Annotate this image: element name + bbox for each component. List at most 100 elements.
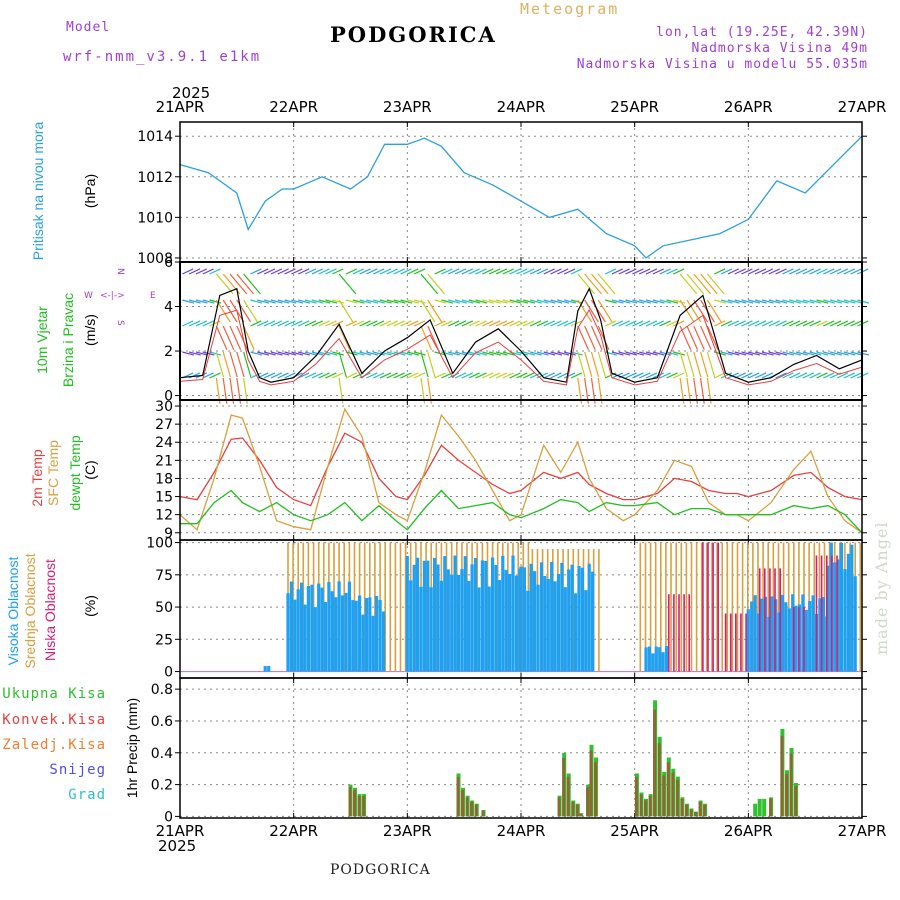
- precip-bar-conv-25: [662, 775, 666, 817]
- cloud-bar-70: [680, 542, 683, 672]
- wind-arrow-15: [202, 268, 214, 275]
- wind-arrow-341: [645, 299, 658, 304]
- wind-arrow-56: [257, 299, 270, 304]
- precip-bar-conv-3: [362, 795, 366, 817]
- wind-arrow-331: [632, 299, 645, 304]
- wind-arrow-248: [516, 351, 529, 356]
- wind-arrow-335: [638, 268, 651, 275]
- wind-arrow-344: [645, 372, 658, 379]
- wind-arrow-236: [502, 299, 515, 304]
- wind-arrow-103: [318, 351, 331, 356]
- cloud-bar-68: [670, 542, 672, 672]
- wind-arrow-255: [529, 268, 542, 275]
- precip-bar-conv-8: [474, 804, 478, 817]
- wind-arrow-125: [352, 268, 364, 275]
- wind-arrow-411: [741, 299, 754, 304]
- cloud-bar-257: [826, 555, 828, 672]
- cloud-bar-252: [793, 607, 795, 672]
- cloud-bar-239: [707, 542, 709, 672]
- wind-arrow-244: [509, 372, 521, 379]
- wind-arrow-170: [413, 268, 426, 275]
- cloud-bar-157: [473, 558, 478, 672]
- wind-arrow-289: [570, 372, 583, 379]
- wind-arrow-442: [782, 320, 794, 327]
- wind-arrow-444: [782, 372, 794, 379]
- precip-bar-conv-26: [666, 762, 670, 817]
- wind-arrow-94: [304, 372, 317, 379]
- wind-arrow-75: [284, 268, 296, 275]
- cloud-bar-195: [651, 653, 655, 672]
- wind-arrow-242: [509, 320, 521, 327]
- wind-arrow-300: [591, 273, 609, 295]
- cloud-bar-198: [661, 652, 665, 672]
- wind-arrow-396: [720, 299, 733, 304]
- wind-arrow-13: [195, 351, 208, 356]
- cloud-bar-33: [456, 542, 458, 672]
- cloud-bar-171: [519, 566, 523, 672]
- cloud-bar-179: [546, 579, 550, 672]
- legend-zaledj: Zaledj.Kisa: [2, 737, 106, 753]
- wind-arrow-404: [727, 372, 739, 379]
- wind-arrow-27: [215, 325, 228, 351]
- wind-arrow-315: [611, 268, 624, 275]
- wind-arrow-394: [713, 372, 726, 379]
- wind-arrow-220: [482, 268, 494, 275]
- wind-arrow-435: [775, 268, 787, 275]
- wind-arrow-421: [754, 299, 767, 304]
- wind-arrow-302: [590, 325, 603, 351]
- wind-arrow-358: [666, 351, 679, 356]
- wind-arrow-269: [543, 372, 555, 379]
- cloud-bar-201: [750, 601, 754, 672]
- cloud-bar-129: [358, 595, 362, 672]
- cloud-bar-115: [310, 584, 314, 672]
- cloud-bar-130: [361, 614, 365, 672]
- wind-arrow-219: [475, 372, 487, 379]
- wind-arrow-228: [489, 351, 501, 356]
- wind-arrow-437: [775, 320, 787, 327]
- precip-bar-conv-20: [639, 794, 643, 817]
- cloud-bar-75: [706, 542, 708, 672]
- cloud-bar-13: [353, 542, 356, 672]
- xtick-label-bottom-6: 27APR: [838, 822, 887, 840]
- precip-bar-conv-22: [648, 795, 652, 817]
- wind-arrow-37: [229, 325, 242, 351]
- wind-arrow-31: [222, 299, 238, 323]
- cloud-bar-125: [344, 592, 348, 672]
- cloud-bar-127: [351, 600, 355, 672]
- cloud-bar-72: [690, 542, 693, 672]
- wind-key-e: E: [150, 291, 156, 301]
- wind-arrow-423: [754, 351, 767, 356]
- wind-arrow-458: [802, 351, 815, 356]
- wind-arrow-420: [754, 268, 767, 275]
- cloud-bar-175: [533, 571, 537, 672]
- cloud-bar-244: [735, 613, 737, 672]
- wind-arrow-18: [202, 351, 215, 356]
- xtick-label-top-2: 23APR: [383, 98, 432, 116]
- wind-arrow-202: [454, 320, 467, 327]
- wind-arrow-306: [597, 299, 613, 323]
- precip-bar-conv-31: [689, 809, 693, 817]
- wind-arrow-322: [618, 320, 630, 327]
- wind-arrow-114: [332, 372, 344, 379]
- wind-arrow-106: [325, 299, 338, 304]
- wind-arrow-424: [754, 372, 767, 379]
- wind-arrow-402: [727, 320, 739, 327]
- cloud-bar-5: [312, 542, 315, 672]
- wind-arrow-55: [257, 268, 269, 275]
- cloud-bar-91: [787, 542, 790, 672]
- wind-arrow-54: [250, 372, 262, 379]
- ytick-label-3-2: 50: [155, 600, 173, 616]
- wind-arrow-85: [297, 268, 310, 275]
- wind-arrow-364: [673, 372, 685, 379]
- wind-arrow-183: [427, 351, 436, 378]
- cloud-bar-200: [746, 609, 750, 672]
- wind-arrow-73: [277, 351, 290, 356]
- wind-arrow-278: [557, 351, 570, 356]
- wind-arrow-252: [523, 320, 535, 327]
- legend-snow: Snijeg: [49, 762, 106, 778]
- xtick-label-bottom-4: 25APR: [610, 822, 659, 840]
- cloud-bar-80: [731, 542, 734, 672]
- wind-arrow-416: [748, 299, 761, 304]
- wind-arrow-249: [516, 372, 528, 379]
- wind-arrow-454: [795, 372, 808, 379]
